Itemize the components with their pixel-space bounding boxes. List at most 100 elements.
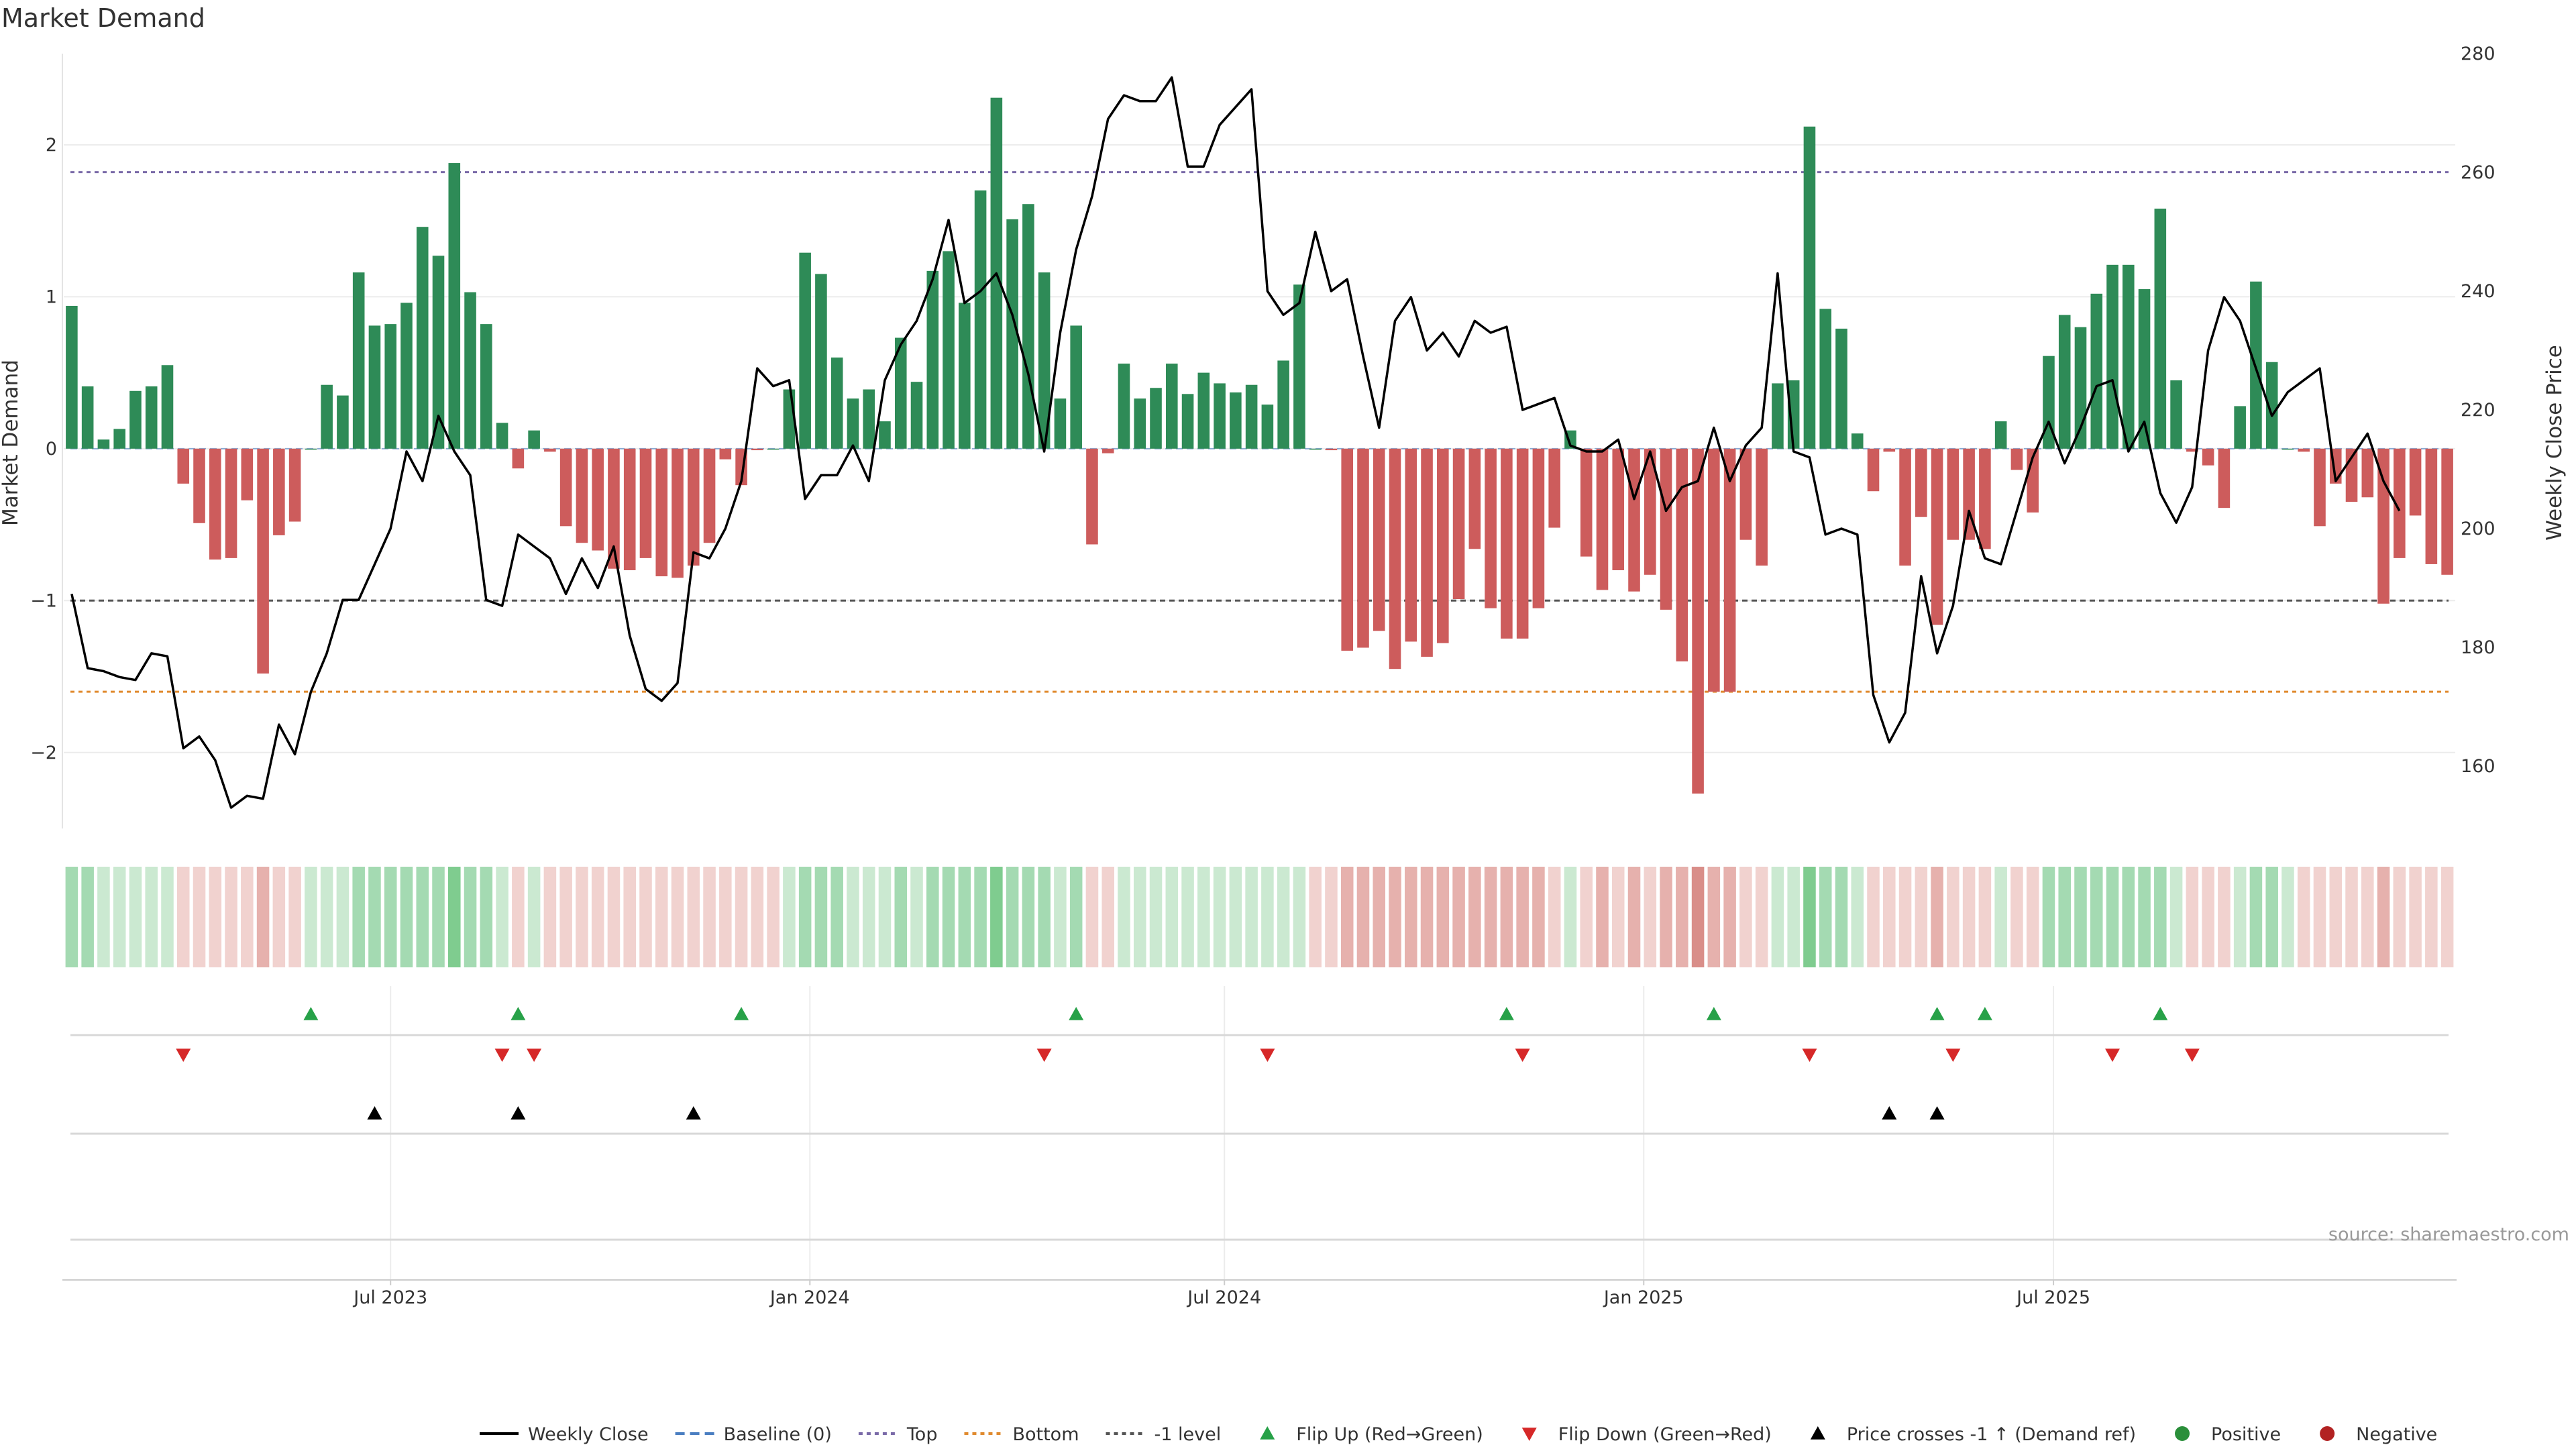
- heatstrip-cell: [97, 867, 110, 967]
- demand-bar: [273, 448, 285, 535]
- heatstrip-cell: [1229, 867, 1242, 967]
- heatstrip-cell: [1484, 867, 1497, 967]
- legend-item: Top: [858, 1424, 937, 1445]
- demand-bar: [1931, 448, 1943, 625]
- heatstrip-cell: [1452, 867, 1465, 967]
- demand-bar: [1899, 448, 1911, 566]
- heatstrip-cell: [145, 867, 158, 967]
- demand-bar: [1373, 448, 1385, 631]
- demand-bars: [66, 97, 2453, 794]
- heatstrip-cell: [1373, 867, 1386, 967]
- demand-bar: [1772, 383, 1784, 449]
- weekly-close-line: [70, 76, 2401, 809]
- heatstrip-cell: [719, 867, 732, 967]
- legend-item: Baseline (0): [675, 1424, 832, 1445]
- heatstrip-cell: [1054, 867, 1067, 967]
- heatstrip-cell: [480, 867, 493, 967]
- demand-bar: [448, 163, 461, 449]
- chart-title: Market Demand: [1, 3, 205, 33]
- y-tick-label: −2: [30, 743, 57, 763]
- heatstrip-cell: [1356, 867, 1370, 967]
- flip-up-marker: [1929, 1007, 1945, 1020]
- demand-bar: [1723, 448, 1736, 692]
- heatstrip-cell: [352, 867, 365, 967]
- demand-bar: [321, 384, 333, 449]
- y2-tick-label: 180: [2461, 637, 2496, 658]
- heatstrip-cell: [2202, 867, 2214, 967]
- legend-swatch-triangle-up: [1810, 1426, 1825, 1440]
- demand-heatstrip: [65, 867, 2454, 967]
- demand-bar: [2265, 362, 2278, 449]
- heatstrip-cell: [1102, 867, 1114, 967]
- legend-item: Price crosses -1 ↑ (Demand ref): [1810, 1424, 2136, 1445]
- flip-down-marker: [2105, 1049, 2121, 1062]
- demand-bar: [1915, 448, 1927, 517]
- heatstrip-cell: [767, 867, 780, 967]
- demand-bar: [719, 448, 732, 460]
- demand-bar: [113, 429, 125, 449]
- demand-bar: [161, 365, 174, 449]
- heatstrip-cell: [1069, 867, 1083, 967]
- heatstrip-cell: [1277, 867, 1290, 967]
- heatstrip-cell: [2106, 867, 2119, 967]
- demand-bar: [1102, 448, 1114, 453]
- legend: Weekly Close Baseline (0) Top Bottom -1 leve…: [480, 1424, 2437, 1445]
- demand-bar: [1994, 421, 2007, 449]
- heatstrip-cell: [559, 867, 572, 967]
- demand-bar: [1851, 433, 1864, 449]
- heatstrip-cell: [910, 867, 923, 967]
- demand-bar: [1692, 448, 1704, 794]
- demand-bar: [1134, 398, 1146, 449]
- demand-bar: [1835, 328, 1847, 449]
- demand-bar: [863, 389, 875, 449]
- demand-bar: [639, 448, 652, 558]
- demand-bar: [1739, 448, 1752, 540]
- demand-bar: [2394, 448, 2406, 558]
- heatstrip-cell: [1532, 867, 1545, 967]
- heatstrip-cell: [1468, 867, 1481, 967]
- heatstrip-cell: [703, 867, 716, 967]
- y2-tick-label: 200: [2461, 519, 2496, 539]
- demand-bar: [1197, 372, 1210, 449]
- y-tick-label: 2: [46, 135, 57, 156]
- heatstrip-cell: [272, 867, 286, 967]
- heatstrip-cell: [2377, 867, 2390, 967]
- legend-label: Flip Up (Red→Green): [1296, 1424, 1483, 1445]
- heatstrip-cell: [113, 867, 126, 967]
- demand-bar: [894, 337, 907, 449]
- demand-bar: [608, 448, 620, 569]
- heatstrip-cell: [2297, 867, 2310, 967]
- heatstrip-cell: [735, 867, 748, 967]
- heatstrip-cell: [336, 867, 350, 967]
- flip-up-marker: [1706, 1007, 1721, 1020]
- demand-bar: [767, 448, 780, 450]
- heatstrip-cell: [894, 867, 908, 967]
- demand-bar: [1341, 448, 1354, 651]
- heatstrip-cell: [1564, 867, 1577, 967]
- demand-bar: [2441, 448, 2453, 575]
- y2-tick-label: 220: [2461, 400, 2496, 421]
- price-cross-marker: [1882, 1106, 1897, 1120]
- demand-bar: [1357, 448, 1369, 648]
- legend-label: Baseline (0): [724, 1424, 832, 1445]
- heatstrip-cell: [2282, 867, 2294, 967]
- heatstrip-cell: [2042, 867, 2055, 967]
- heatstrip-cell: [288, 867, 301, 967]
- heatstrip-cell: [256, 867, 270, 967]
- heatstrip-cell: [1420, 867, 1434, 967]
- x-tick-label: Jul 2025: [2015, 1287, 2090, 1308]
- flip-down-marker: [1945, 1049, 1961, 1062]
- heatstrip-cell: [2329, 867, 2343, 967]
- heatstrip-cell: [655, 867, 668, 967]
- heatstrip-cell: [1165, 867, 1179, 967]
- heatstrip-cell: [1500, 867, 1513, 967]
- heatstrip-cell: [1819, 867, 1832, 967]
- demand-bar: [1452, 448, 1465, 600]
- demand-bar: [2425, 448, 2438, 564]
- demand-bar: [815, 274, 827, 449]
- heatstrip-cell: [1340, 867, 1354, 967]
- demand-bar: [1245, 384, 1258, 449]
- demand-bar: [943, 251, 955, 449]
